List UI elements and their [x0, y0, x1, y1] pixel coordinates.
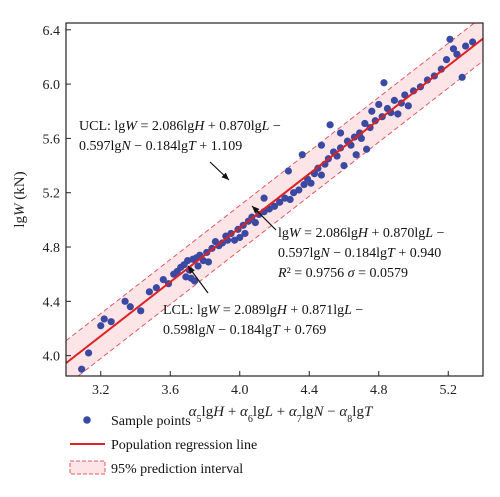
y-tick-label: 4.0	[43, 350, 61, 365]
x-axis-title: α5lgH + α6lgL + α7lgN − α8lgT	[189, 404, 374, 425]
legend-label-line: Population regression line	[111, 438, 257, 453]
ucl-arrow-head	[221, 172, 229, 180]
y-tick-label: 5.2	[43, 187, 61, 202]
legend-point-marker	[83, 416, 91, 424]
data-point	[317, 171, 326, 179]
data-point	[276, 198, 284, 206]
data-point	[159, 276, 167, 284]
legend-label-points: Sample points	[111, 414, 191, 429]
ucl-annotation: UCL: lgW = 2.086lgH + 0.870lgL −	[79, 119, 281, 134]
data-point	[298, 151, 306, 159]
data-point	[423, 76, 431, 84]
data-point	[260, 194, 268, 202]
data-point	[380, 79, 388, 87]
data-point	[295, 186, 303, 194]
lcl-arrow-head	[188, 266, 195, 274]
data-point	[251, 218, 259, 227]
data-point	[352, 151, 360, 159]
data-point	[84, 349, 93, 357]
x-tick-label: 3.2	[92, 383, 110, 398]
y-tick-label: 4.4	[43, 295, 61, 310]
regression-annotation: R² = 0.9756 σ = 0.0579	[277, 266, 408, 281]
x-tick-label: 4.0	[231, 383, 249, 398]
data-point	[468, 38, 477, 46]
data-point	[286, 195, 294, 204]
data-point	[145, 288, 153, 296]
data-point	[236, 233, 244, 242]
x-tick-label: 5.2	[440, 383, 458, 398]
legend-label-band: 95% prediction interval	[111, 462, 243, 477]
data-point	[241, 229, 249, 238]
data-point	[204, 258, 213, 266]
data-point	[317, 141, 326, 149]
data-point	[368, 107, 376, 115]
regression-arrow-head	[252, 206, 260, 214]
x-tick-label: 3.6	[162, 383, 180, 398]
data-point	[326, 121, 334, 129]
data-point	[409, 87, 418, 95]
y-tick-label: 6.4	[43, 24, 61, 39]
data-point	[357, 134, 365, 143]
upper-limit-line	[66, 23, 476, 342]
data-point	[442, 56, 451, 64]
data-point	[458, 73, 466, 81]
data-point	[336, 129, 345, 137]
data-point	[340, 161, 348, 170]
data-point	[362, 145, 371, 153]
regression-line	[66, 37, 483, 364]
plot-frame	[65, 22, 484, 377]
legend-band-marker	[69, 460, 106, 475]
x-tick-label: 4.8	[370, 383, 388, 398]
data-point	[394, 110, 402, 118]
lcl-annotation: 0.598lgN − 0.184lgT + 0.769	[163, 323, 326, 338]
data-point	[78, 365, 86, 373]
regression-annotation: lgW = 2.086lgH + 0.870lgL −	[278, 226, 445, 241]
data-point	[107, 318, 115, 326]
data-point	[462, 42, 470, 50]
data-point	[404, 102, 412, 110]
lcl-annotation: LCL: lgW = 2.089lgH + 0.871lgL −	[163, 303, 363, 318]
data-point	[137, 307, 145, 315]
x-tick-label: 4.4	[301, 383, 319, 398]
data-point	[194, 262, 202, 270]
data-point	[453, 50, 461, 58]
data-point	[300, 180, 308, 189]
data-point	[446, 35, 454, 43]
data-point	[284, 167, 292, 175]
data-point	[437, 65, 445, 73]
data-point	[390, 96, 398, 104]
ucl-annotation: 0.597lgN − 0.184lgT + 1.109	[79, 139, 242, 154]
data-point	[100, 315, 108, 323]
y-tick-label: 6.0	[43, 78, 61, 93]
y-axis-title: lgW (kN)	[12, 171, 28, 227]
data-point	[97, 322, 105, 330]
data-point	[449, 45, 458, 53]
data-point	[270, 202, 279, 210]
data-point	[401, 91, 409, 99]
regression-annotation: 0.597lgN − 0.184lgT + 0.940	[278, 246, 441, 261]
prediction-band	[66, 23, 483, 376]
y-tick-label: 5.6	[43, 132, 61, 147]
y-tick-label: 4.8	[43, 241, 61, 256]
data-point	[307, 179, 315, 187]
data-point	[152, 284, 160, 292]
data-point	[126, 303, 134, 311]
data-point	[371, 117, 379, 125]
data-point	[375, 100, 383, 109]
data-point	[121, 297, 129, 305]
data-point	[361, 119, 369, 128]
data-point	[190, 277, 199, 285]
lower-limit-line	[77, 60, 483, 376]
